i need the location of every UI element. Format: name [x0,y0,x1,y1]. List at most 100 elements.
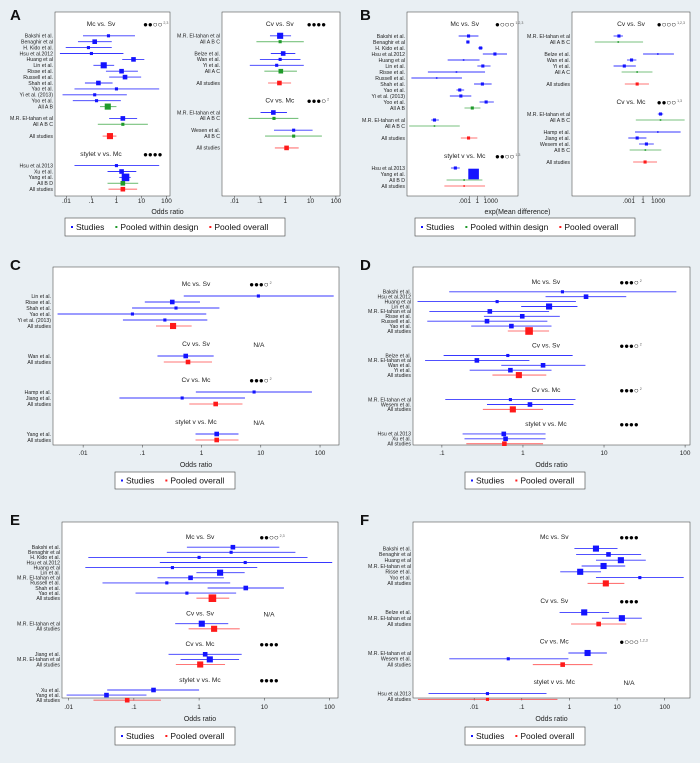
row-label: All studies [387,622,411,628]
point-estimate-marker [165,581,169,585]
grade-rating: ●●●○ [619,342,638,351]
row-label: Yang et al. [27,432,51,438]
point-estimate-marker [432,118,437,122]
row-label: Xu et al. [41,688,60,694]
row-label: M.R. El-tahan et al [368,564,411,570]
plot-area [406,11,519,197]
point-estimate-marker [106,133,114,140]
row-label: Russell et al. [23,75,53,81]
legend-marker-design [115,226,118,228]
point-estimate-marker [130,312,134,316]
row-label: Risse et al. [27,69,53,75]
plot-area [61,521,339,699]
x-tick-label: 1 [197,704,201,711]
x-tick-label: 1 [568,704,572,711]
row-label: All A B C [550,40,570,46]
point-estimate-marker [463,185,465,187]
row-label: Shah et al. [380,82,405,88]
row-label: All studies [546,82,570,88]
row-label: Huang et al [384,299,411,305]
row-label: All A B C [200,116,220,122]
row-label: Risse et al. [385,570,411,576]
legend-label: Pooled within design [120,222,198,232]
grade-footnote: 1,2,3 [640,638,648,642]
row-label: All studies [196,146,220,152]
row-label: Belze et al. [544,52,570,58]
row-label: Lin et al. [40,571,60,577]
point-estimate-marker [174,306,178,310]
x-tick-label: 10 [261,704,269,711]
point-estimate-marker [229,550,233,554]
row-label: M.R. El-tahan et al [362,118,405,124]
point-estimate-marker [121,173,130,182]
point-estimate-marker [197,555,201,559]
x-tick-label: .01 [470,704,479,711]
row-label: All A B C [550,118,570,124]
point-estimate-marker [120,186,126,192]
point-estimate-marker [455,71,458,73]
row-label: Xu et al. [392,437,411,443]
grade-footnote: 1,3 [677,99,682,103]
point-estimate-marker [131,57,136,62]
row-label: All A C [555,70,571,76]
x-tick-label: 100 [680,450,691,457]
legend-label: Pooled overall [564,222,618,232]
row-label: M.R. El-tahan et al [17,622,60,628]
point-estimate-marker [501,431,507,437]
point-estimate-marker [487,309,493,314]
x-tick-label: 10 [138,198,146,205]
point-estimate-marker [584,649,591,657]
comparison-title: Cv vs. Mc [186,641,216,648]
row-label: Huang et al [33,565,60,571]
point-estimate-marker [484,100,488,104]
subplot: .001 1 1000 Mc vs. Sv ●○○○ 1,2,3 Bakshi et al.… [362,11,523,205]
point-estimate-marker [459,94,463,98]
x-tick-label: .001 [623,198,636,205]
point-estimate-marker [120,116,126,121]
row-label: M.R. El-tahan et al [527,34,570,40]
row-label: Bakshi et al. [377,34,405,40]
panel-letter: B [360,7,371,24]
point-estimate-marker [502,441,507,446]
point-estimate-marker [470,106,474,110]
grade-rating: ●●●○ [307,97,326,106]
legend-marker-study [471,735,473,737]
point-estimate-marker [560,662,565,667]
row-label: Benaghir et al [28,550,60,556]
row-label: All studies [387,442,411,448]
row-label: All studies [196,81,220,87]
point-estimate-marker [292,134,296,138]
legend-label: Studies [476,731,504,741]
legend-marker-overall [165,479,168,482]
point-estimate-marker [519,314,525,319]
row-label: Shah et al. [26,306,51,312]
point-estimate-marker [278,40,282,44]
point-estimate-marker [271,110,276,115]
point-estimate-marker [508,367,513,373]
point-estimate-marker [506,353,510,358]
row-label: All studies [36,662,60,668]
plot-area [571,11,691,197]
point-estimate-marker [217,569,224,576]
x-tick-label: 100 [324,704,335,711]
point-estimate-marker [163,318,167,322]
point-estimate-marker [606,552,611,557]
x-tick-label: .01 [230,198,239,205]
point-estimate-marker [92,39,97,44]
plot-area [412,266,691,446]
comparison-title: Cv vs. Mc [265,98,295,105]
row-label: All studies [27,402,51,408]
row-label: All A C [205,69,221,75]
x-tick-label: .001 [458,198,471,205]
point-estimate-marker [657,131,659,133]
row-label: Wesem et al. [540,142,570,148]
point-estimate-marker [100,62,107,69]
legend-box [464,726,586,746]
point-estimate-marker [509,323,514,329]
legend: Studies Pooled overall [464,471,586,490]
panel-e: E .01 .1 1 10 100 Mc vs. Sv ●●○○ 2,3 Bakshi et al… [10,512,339,746]
row-label: M.R. El-tahan et al [368,616,411,622]
comparison-title: Cv vs. Mc [540,638,570,645]
